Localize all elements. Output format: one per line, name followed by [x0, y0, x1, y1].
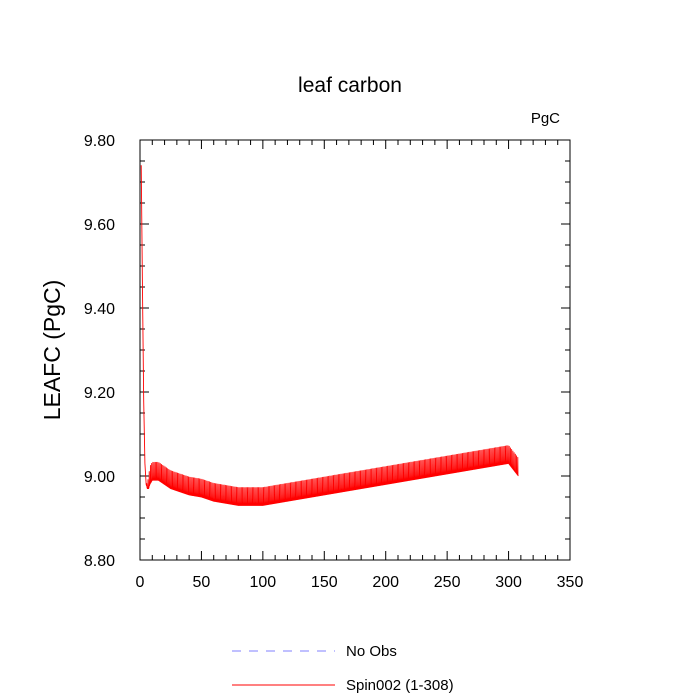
legend: No Obs Spin002 (1-308): [232, 643, 454, 694]
x-tick-label: 0: [136, 574, 145, 591]
x-tick-label: 100: [250, 574, 277, 591]
x-tick-label: 200: [372, 574, 399, 591]
x-tick-label: 350: [557, 574, 584, 591]
legend-label-no-obs: No Obs: [346, 643, 397, 660]
series-line-spin002: [140, 165, 519, 506]
tick-labels: 0 50 100 150 200 250 300 350 8.80 9.00 9.20 9.40 9.6…: [84, 133, 584, 591]
chart-title: leaf carbon: [298, 74, 402, 97]
legend-label-spin002: Spin002 (1-308): [346, 677, 454, 694]
y-tick-label: 9.20: [84, 385, 115, 402]
y-tick-label: 9.40: [84, 301, 115, 318]
y-axis-label: LEAFC (PgC): [39, 280, 65, 421]
x-tick-label: 50: [193, 574, 211, 591]
plot-frame: [139, 139, 571, 561]
y-tick-label: 9.00: [84, 469, 115, 486]
units-label: PgC: [531, 110, 560, 127]
y-tick-label: 8.80: [84, 553, 115, 570]
y-tick-label: 9.80: [84, 133, 115, 150]
x-tick-label: 300: [495, 574, 522, 591]
x-tick-label: 150: [311, 574, 338, 591]
series-layer: [140, 165, 519, 506]
y-tick-label: 9.60: [84, 217, 115, 234]
x-tick-label: 250: [434, 574, 461, 591]
